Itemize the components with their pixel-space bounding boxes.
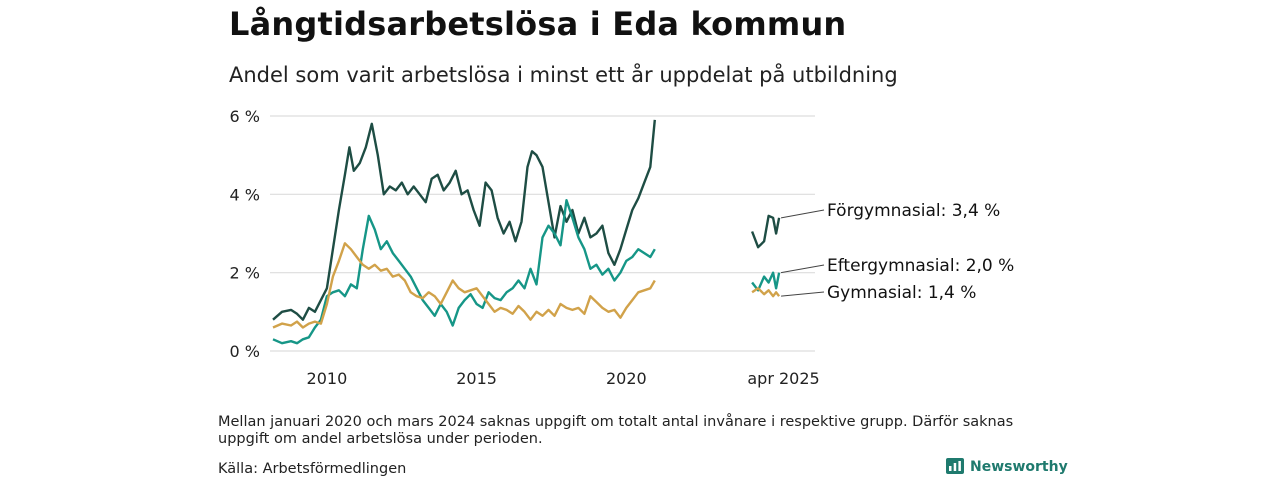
x-tick-label: apr 2025 bbox=[747, 369, 819, 388]
series-label: Förgymnasial: 3,4 % bbox=[827, 201, 1000, 221]
line-chart: 0 % 2 % 4 % 6 % 2010 2015 2020 apr 2025 Förgymna… bbox=[230, 107, 1015, 388]
newsworthy-logo-icon bbox=[946, 458, 964, 474]
series-label: Eftergymnasial: 2,0 % bbox=[827, 256, 1014, 276]
series-line bbox=[750, 214, 781, 249]
x-tick-label: 2020 bbox=[606, 369, 647, 388]
y-tick-label: 2 % bbox=[230, 264, 260, 283]
footnote: Mellan januari 2020 och mars 2024 saknas… bbox=[218, 414, 1014, 447]
y-tick-label: 6 % bbox=[230, 107, 260, 126]
label-leader-line bbox=[781, 291, 825, 297]
label-leader-line bbox=[780, 264, 825, 274]
series-line bbox=[751, 287, 781, 298]
series-line bbox=[751, 271, 781, 292]
x-tick-label: 2015 bbox=[456, 369, 497, 388]
y-tick-label: 0 % bbox=[230, 342, 260, 361]
y-tick-label: 4 % bbox=[230, 185, 260, 204]
series-line bbox=[272, 199, 656, 345]
source-text: Källa: Arbetsförmedlingen bbox=[218, 461, 407, 477]
brand-logo[interactable]: Newsworthy bbox=[946, 458, 1068, 476]
series-line bbox=[272, 119, 656, 321]
series-line bbox=[272, 242, 656, 329]
label-leader-line bbox=[780, 209, 825, 219]
chart-subtitle: Andel som varit arbetslösa i minst ett å… bbox=[229, 63, 898, 87]
chart-title: Långtidsarbetslösa i Eda kommun bbox=[229, 5, 847, 43]
brand-name: Newsworthy bbox=[970, 459, 1068, 475]
series-label: Gymnasial: 1,4 % bbox=[827, 283, 976, 303]
x-tick-label: 2010 bbox=[307, 369, 348, 388]
